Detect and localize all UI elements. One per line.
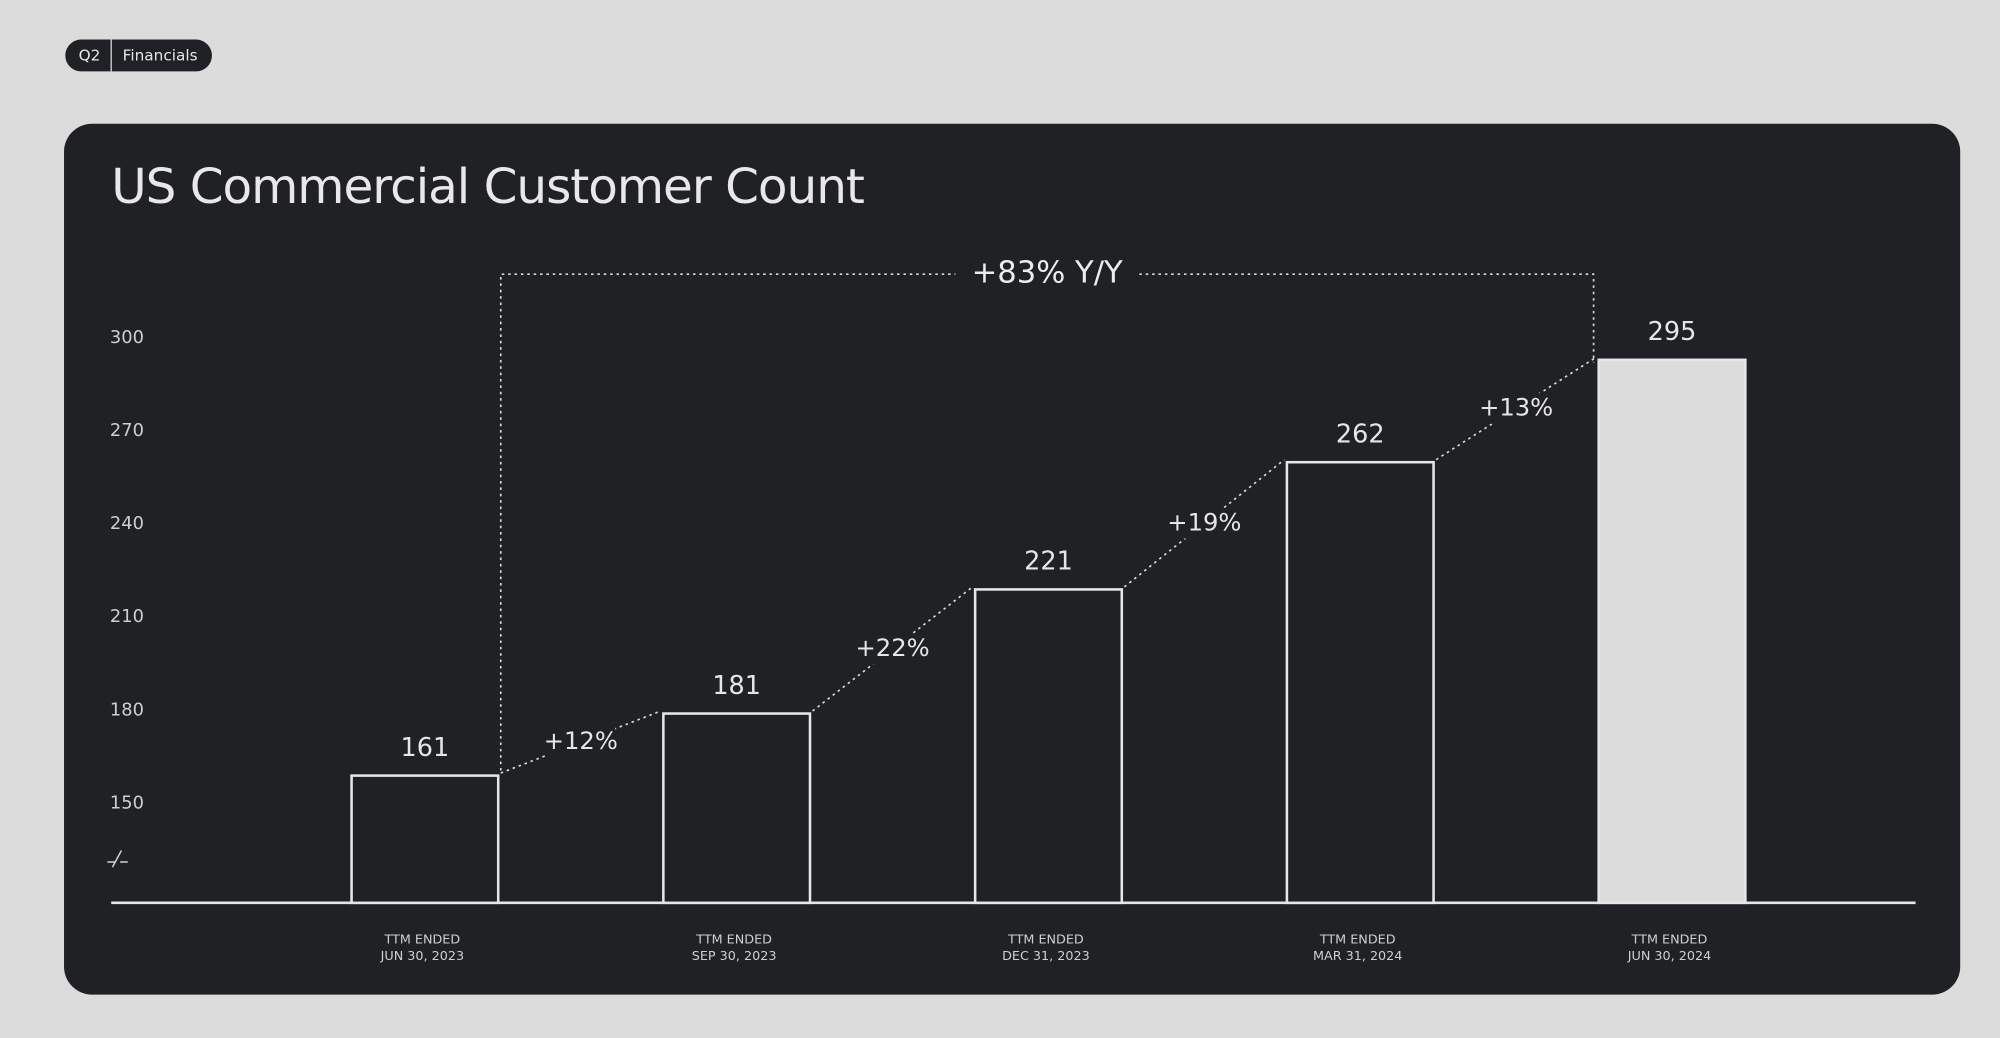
value-label: 161 <box>401 733 450 763</box>
value-label: 262 <box>1336 419 1385 449</box>
value-label: 221 <box>1024 547 1073 577</box>
x-tick-label: TTM ENDED <box>1007 932 1084 947</box>
y-tick-label: 300 <box>110 327 144 348</box>
badge[interactable] <box>65 39 212 72</box>
bar <box>662 712 812 905</box>
growth-label-bg <box>858 633 927 665</box>
x-tick-label: TTM ENDED <box>695 932 772 947</box>
y-tick-label: 270 <box>110 420 144 441</box>
growth-label: +12% <box>544 727 618 755</box>
badge-quarter: Q2 <box>79 47 101 65</box>
bar <box>1597 358 1747 905</box>
x-tick-label: TTM ENDED <box>1631 932 1708 947</box>
x-tick-label: SEP 30, 2023 <box>692 949 777 964</box>
y-tick-label: 180 <box>110 699 144 720</box>
axis-break <box>107 850 128 868</box>
x-tick-label: MAR 31, 2024 <box>1313 949 1402 964</box>
x-tick-label: TTM ENDED <box>383 932 460 947</box>
chart-title: US Commercial Customer Count <box>111 159 864 215</box>
x-tick-label: JUN 30, 2023 <box>380 949 464 964</box>
bar <box>350 774 500 905</box>
total-growth-bg <box>955 256 1139 293</box>
value-label: 295 <box>1648 317 1697 347</box>
bar <box>973 588 1124 905</box>
panel <box>64 123 1961 995</box>
growth-connector <box>812 586 974 712</box>
growth-label: +19% <box>1167 508 1241 536</box>
growth-label: +13% <box>1479 393 1553 421</box>
x-tick-label: DEC 31, 2023 <box>1002 949 1090 964</box>
growth-label-bg <box>546 726 616 758</box>
total-growth-bracket <box>499 273 1595 771</box>
plot: 150 180 210 240 270 300 +12% +22% +19% +13% +83% Y… <box>110 256 1747 964</box>
value-label: 181 <box>712 671 761 701</box>
badge-section: Financials <box>123 47 198 65</box>
x-tick-label: JUN 30, 2024 <box>1627 949 1711 964</box>
x-tick-label: TTM ENDED <box>1319 932 1396 947</box>
total-growth-label: +83% Y/Y <box>972 256 1123 291</box>
bar <box>1285 460 1435 905</box>
y-tick-label: 240 <box>110 513 144 534</box>
growth-label: +22% <box>856 634 930 662</box>
growth-label-bg <box>1169 507 1239 539</box>
growth-label-bg <box>1481 393 1551 424</box>
y-tick-label: 150 <box>110 792 144 813</box>
y-tick-label: 210 <box>110 606 144 627</box>
